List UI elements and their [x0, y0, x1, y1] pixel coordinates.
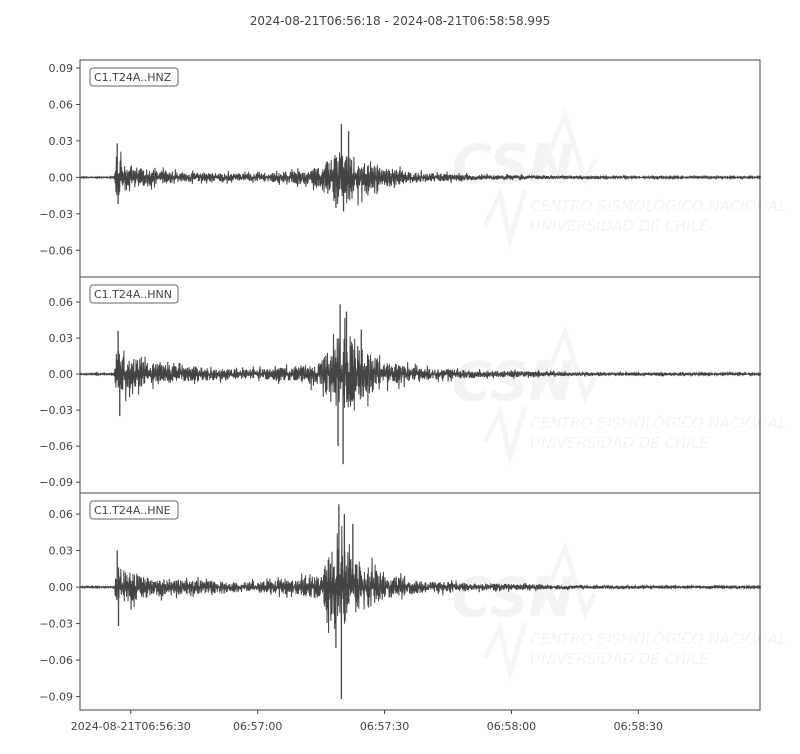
y-tick-label: −0.03 [39, 404, 73, 417]
waveform-C1.T24A..HNN [80, 317, 761, 411]
trace-label-text: C1.T24A..HNN [94, 288, 172, 301]
watermark-wave [482, 107, 598, 250]
watermark-line1: CENTRO SISMOLÓGICO NACIONAL [530, 413, 786, 432]
watermark-csn: CSN [452, 350, 574, 413]
trace-label-box [89, 284, 179, 304]
watermark-line2: UNIVERSIDAD DE CHILE [530, 434, 709, 452]
y-tick-label: −0.06 [39, 244, 73, 257]
watermark-line1: CENTRO SISMOLÓGICO NACIONAL [530, 196, 786, 215]
x-tick-label: 06:57:30 [360, 720, 409, 733]
watermark-csn: CSN [452, 133, 574, 196]
y-tick-label: 0.03 [49, 545, 74, 558]
y-tick-label: 0.06 [49, 296, 74, 309]
y-tick-label: 0.06 [49, 98, 74, 111]
waveform-C1.T24A..HNE [80, 525, 761, 634]
watermark-csn: CSN [452, 566, 574, 629]
trace-label-box [89, 67, 179, 87]
trace-label-text: C1.T24A..HNZ [94, 71, 172, 84]
panel-frame [79, 276, 761, 494]
y-tick-label: 0.06 [49, 508, 74, 521]
watermark-line1: CENTRO SISMOLÓGICO NACIONAL [530, 629, 786, 648]
y-tick-label: 0.03 [49, 332, 74, 345]
x-axis: 2024-08-21T06:56:30 06:57:00 06:57:30 06:58… [71, 710, 663, 733]
y-tick-label: −0.06 [39, 440, 73, 453]
watermark-wave [482, 324, 598, 467]
waveform-C1.T24A..HNZ [80, 151, 761, 206]
x-tick-label: 06:58:00 [487, 720, 536, 733]
watermark-line2: UNIVERSIDAD DE CHILE [530, 650, 709, 668]
y-tick-label: 0.09 [49, 62, 74, 75]
y-tick-label: 0.00 [49, 171, 74, 184]
trace-label-box [89, 500, 179, 520]
y-tick-label: 0.00 [49, 368, 74, 381]
x-tick-label: 06:57:00 [233, 720, 282, 733]
trace-label: C1.T24A..HNZ [89, 67, 179, 87]
y-tick-label: −0.09 [39, 476, 73, 489]
y-tick-label: 0.03 [49, 135, 74, 148]
y-tick-label: −0.03 [39, 618, 73, 631]
y-tick-label: 0.00 [49, 581, 74, 594]
watermark-wave [482, 540, 598, 683]
panel-frame [79, 59, 761, 278]
chart-title: 2024-08-21T06:56:18 - 2024-08-21T06:58:5… [250, 14, 551, 28]
y-tick-label: −0.06 [39, 654, 73, 667]
trace-label: C1.T24A..HNN [89, 284, 179, 304]
trace-label: C1.T24A..HNE [89, 500, 179, 520]
y-tick-label: −0.03 [39, 208, 73, 221]
panel-frame [79, 492, 761, 711]
x-tick-label: 06:58:30 [614, 720, 663, 733]
trace-label-text: C1.T24A..HNE [94, 504, 171, 517]
y-tick-label: −0.09 [39, 691, 73, 704]
watermark-line2: UNIVERSIDAD DE CHILE [530, 217, 709, 235]
x-tick-label: 2024-08-21T06:56:30 [71, 720, 191, 733]
